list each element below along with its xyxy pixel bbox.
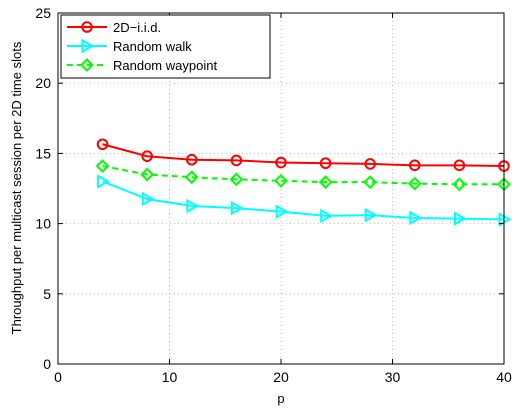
- series-layer: [95, 138, 512, 227]
- series-1: [96, 138, 510, 172]
- x-tick-label: 40: [496, 369, 512, 385]
- legend-label: 2D−i.i.d.: [113, 20, 161, 35]
- y-tick-label: 25: [35, 5, 51, 21]
- series-3: [95, 159, 511, 192]
- x-axis-label: p: [277, 391, 284, 406]
- legend-label: Random walk: [113, 39, 192, 54]
- data-point: [97, 174, 111, 189]
- data-point: [141, 150, 153, 163]
- data-point: [320, 208, 334, 224]
- x-tick-label: 10: [162, 369, 178, 385]
- data-point: [186, 153, 198, 166]
- series-line: [102, 180, 505, 221]
- data-point: [141, 191, 155, 207]
- data-point: [318, 175, 333, 190]
- data-point: [140, 167, 155, 182]
- legend-item: Random waypoint: [67, 58, 217, 73]
- data-point: [274, 173, 288, 188]
- grid: [58, 13, 504, 364]
- y-tick-label: 5: [43, 286, 51, 302]
- legend-marker: [81, 38, 95, 54]
- data-point: [409, 210, 423, 226]
- y-tick-label: 15: [35, 145, 51, 161]
- series-2: [97, 174, 512, 227]
- y-tick-label: 20: [35, 75, 51, 91]
- data-point: [231, 200, 244, 216]
- y-axis-label: Throughput per multicast session per 2D …: [9, 41, 24, 334]
- data-point: [96, 138, 109, 151]
- data-point: [364, 207, 378, 223]
- legend-item: 2D−i.i.d.: [67, 20, 161, 35]
- data-point: [230, 154, 243, 167]
- x-tick-label: 30: [385, 369, 401, 385]
- data-point: [364, 158, 377, 170]
- y-tick-label: 0: [43, 356, 51, 372]
- legend-marker: [81, 21, 93, 33]
- data-point: [498, 212, 512, 227]
- data-point: [95, 159, 110, 173]
- data-point: [407, 176, 422, 191]
- data-point: [229, 172, 244, 187]
- data-point: [454, 211, 467, 226]
- data-point: [275, 156, 287, 169]
- data-point: [186, 198, 200, 214]
- data-point: [453, 159, 466, 172]
- series-line: [102, 165, 504, 186]
- data-point: [363, 175, 378, 190]
- data-point: [184, 170, 199, 185]
- data-point: [409, 159, 421, 172]
- x-tick-label: 20: [273, 369, 289, 385]
- data-point: [275, 204, 289, 219]
- legend: 2D−i.i.d. Random walk Random waypoint: [60, 14, 271, 79]
- data-point: [319, 157, 332, 170]
- y-tick-label: 10: [35, 216, 51, 232]
- legend-label: Random waypoint: [113, 58, 217, 73]
- data-point: [452, 177, 467, 192]
- x-tick-label: 0: [54, 369, 62, 385]
- legend-marker: [80, 58, 94, 72]
- series-line: [102, 143, 505, 168]
- ticks: 0 10 20 30 40 0 5 10 15 20 25: [35, 5, 512, 385]
- legend-item: Random walk: [67, 38, 192, 54]
